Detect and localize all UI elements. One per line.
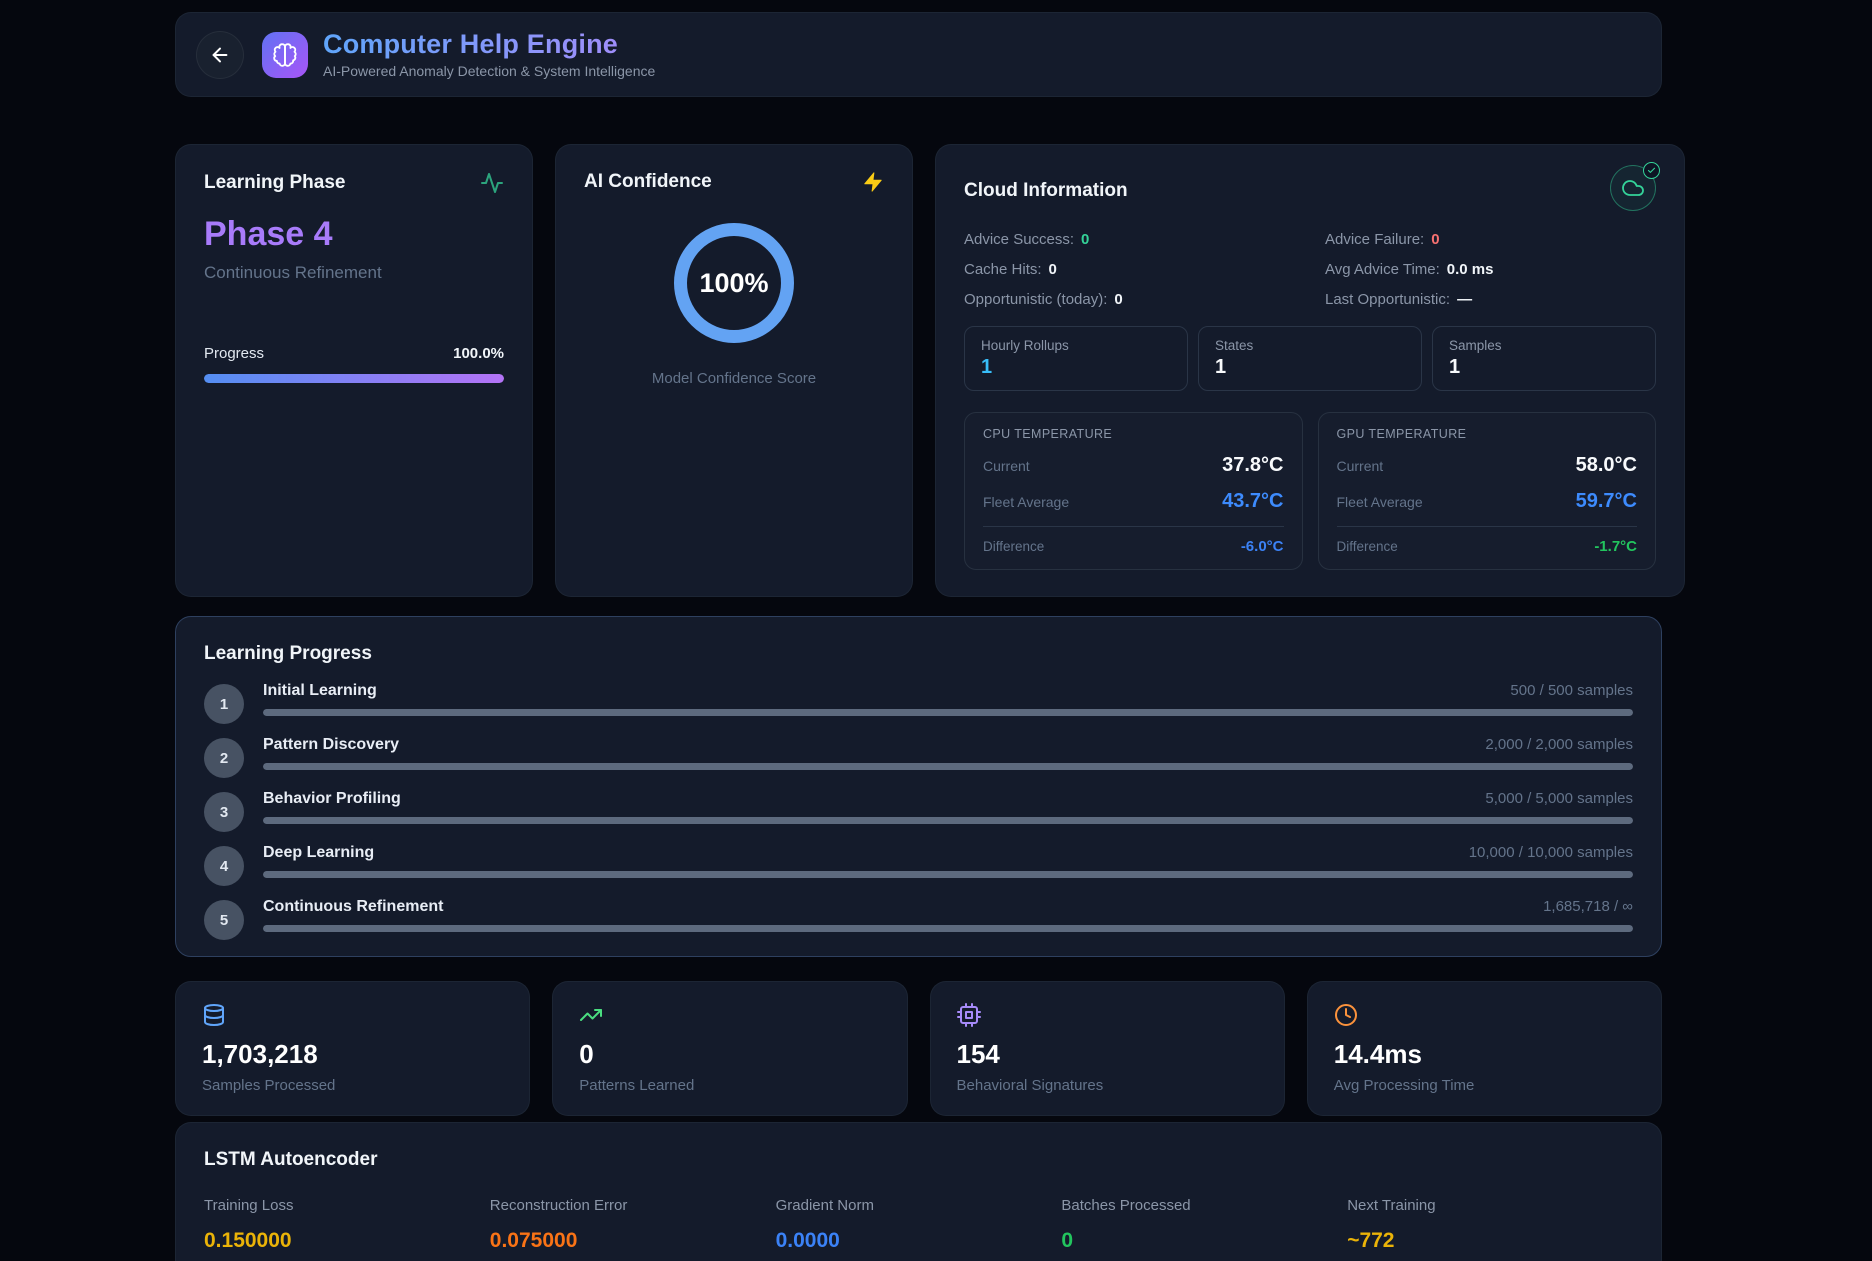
metric-reconstruction-error: Reconstruction Error 0.075000 Avg Error bbox=[489, 1197, 628, 1252]
gpu-temperature-panel: GPU TEMPERATURE Current 58.0°C Fleet Aver… bbox=[1317, 412, 1656, 570]
stat-avg-processing-time: 14.4ms Avg Processing Time bbox=[1306, 981, 1662, 1116]
temperature-panels: CPU TEMPERATURE Current 37.8°C Fleet Aver… bbox=[964, 412, 1656, 570]
database-icon bbox=[204, 1004, 224, 1026]
phase-row-2: 2 Pattern Discovery 2,000 / 2,000 sample… bbox=[204, 736, 1633, 778]
stat-opportunistic: Opportunistic (today): 0 bbox=[964, 291, 1123, 308]
activity-icon bbox=[481, 173, 503, 193]
phase-row-name: Deep Learning bbox=[263, 844, 375, 861]
learning-phase-title: Learning Phase bbox=[204, 172, 346, 193]
cpu-temp-difference: -6.0°C bbox=[1240, 538, 1284, 555]
phase-number: 5 bbox=[204, 900, 244, 940]
phase-name: Continuous Refinement bbox=[204, 263, 382, 282]
cloud-status-badge bbox=[1610, 162, 1660, 211]
metric-gradient-norm: Gradient Norm 0.0000 Backprop Health bbox=[775, 1197, 874, 1252]
stat-last-opportunistic: Last Opportunistic: — bbox=[1325, 291, 1473, 308]
phase-row-count: 10,000 / 10,000 samples bbox=[1468, 844, 1633, 861]
stat-value: 14.4ms bbox=[1333, 1039, 1422, 1069]
back-button[interactable] bbox=[196, 30, 244, 79]
phase-row-bar bbox=[263, 871, 1633, 878]
cpu-fleet-temp: 43.7°C bbox=[1222, 490, 1284, 512]
stat-value: 154 bbox=[956, 1039, 1000, 1069]
counter-states: States 1 bbox=[1198, 326, 1422, 391]
phase-row-count: 1,685,718 / ∞ bbox=[1543, 898, 1633, 915]
counter-hourly-rollups: Hourly Rollups 1 bbox=[964, 326, 1188, 391]
phase-row-name: Continuous Refinement bbox=[263, 898, 444, 915]
cpu-current-temp: 37.8°C bbox=[1222, 454, 1284, 476]
divider bbox=[1336, 526, 1637, 527]
stat-avg-advice-time: Avg Advice Time: 0.0 ms bbox=[1325, 261, 1494, 278]
confidence-caption: Model Confidence Score bbox=[651, 370, 817, 387]
phase-row-bar bbox=[263, 763, 1633, 770]
page-subtitle: AI-Powered Anomaly Detection & System In… bbox=[323, 63, 656, 80]
clock-icon bbox=[1334, 1004, 1357, 1026]
divider bbox=[983, 526, 1284, 527]
stat-value: 0 bbox=[579, 1039, 594, 1069]
phase-value: Phase 4 bbox=[204, 215, 333, 253]
header-card: Computer Help Engine AI-Powered Anomaly … bbox=[175, 12, 1662, 97]
stat-value: 1,703,218 bbox=[202, 1039, 318, 1069]
stat-label: Avg Processing Time bbox=[1333, 1077, 1475, 1094]
phase-progress-bar bbox=[204, 374, 504, 383]
phase-row-count: 2,000 / 2,000 samples bbox=[1485, 736, 1633, 753]
cloud-counters: Hourly Rollups 1 States 1 Samples 1 bbox=[964, 326, 1656, 391]
learning-progress-title: Learning Progress bbox=[204, 643, 372, 664]
phase-row-count: 500 / 500 samples bbox=[1510, 682, 1633, 699]
phase-progress-fill bbox=[204, 374, 504, 383]
gpu-fleet-temp: 59.7°C bbox=[1575, 490, 1637, 512]
check-icon bbox=[1647, 167, 1656, 173]
lstm-autoencoder-card: LSTM Autoencoder Training Loss 0.150000 … bbox=[175, 1122, 1662, 1261]
stat-patterns-learned: 0 Patterns Learned bbox=[552, 981, 908, 1116]
cloud-stats: Advice Success: 0 Advice Failure: 0 Cache … bbox=[964, 231, 1656, 308]
phase-row-bar bbox=[263, 817, 1633, 824]
lstm-title: LSTM Autoencoder bbox=[204, 1149, 378, 1170]
stat-advice-success: Advice Success: 0 bbox=[964, 231, 1090, 248]
brain-icon bbox=[262, 31, 308, 78]
progress-percent: 100.0% bbox=[453, 345, 504, 362]
stat-samples-processed: 1,703,218 Samples Processed bbox=[175, 981, 531, 1116]
phase-row-name: Behavior Profiling bbox=[263, 790, 401, 807]
ai-confidence-card: AI Confidence 100% Model Confidence Scor… bbox=[555, 144, 913, 597]
gpu-temp-difference: -1.7°C bbox=[1594, 538, 1637, 555]
phase-number: 1 bbox=[204, 684, 244, 724]
stat-label: Patterns Learned bbox=[579, 1077, 695, 1094]
arrow-left-icon bbox=[212, 47, 228, 62]
phase-row-4: 4 Deep Learning 10,000 / 10,000 samples bbox=[204, 844, 1633, 886]
learning-progress-card: Learning Progress 1 Initial Learning 500… bbox=[175, 616, 1662, 957]
stat-behavioral-signatures: 154 Behavioral Signatures bbox=[929, 981, 1285, 1116]
cpu-icon bbox=[956, 1003, 981, 1027]
phase-row-count: 5,000 / 5,000 samples bbox=[1485, 790, 1633, 807]
phase-number: 4 bbox=[204, 846, 244, 886]
confidence-ring: 100% bbox=[674, 223, 794, 343]
phase-row-5: 5 Continuous Refinement 1,685,718 / ∞ bbox=[204, 898, 1633, 940]
cpu-temperature-panel: CPU TEMPERATURE Current 37.8°C Fleet Aver… bbox=[964, 412, 1303, 570]
phase-row-name: Initial Learning bbox=[263, 682, 377, 699]
page-title: Computer Help Engine bbox=[323, 29, 655, 60]
stat-label: Samples Processed bbox=[202, 1077, 336, 1094]
phase-row-3: 3 Behavior Profiling 5,000 / 5,000 sampl… bbox=[204, 790, 1633, 832]
ai-confidence-title: AI Confidence bbox=[584, 171, 712, 192]
stat-label: Behavioral Signatures bbox=[956, 1077, 1104, 1094]
metric-next-training: Next Training ~772 Samples (approx) bbox=[1347, 1197, 1436, 1252]
cloud-icon bbox=[1622, 180, 1644, 196]
cloud-info-title: Cloud Information bbox=[964, 180, 1128, 201]
cloud-info-card: Cloud Information Advice Success: 0 Advic… bbox=[935, 144, 1685, 597]
stat-cache-hits: Cache Hits: 0 bbox=[964, 261, 1057, 278]
metric-batches-processed: Batches Processed 0 Total Batches bbox=[1061, 1197, 1191, 1252]
metric-training-loss: Training Loss 0.150000 MSE Loss bbox=[204, 1197, 294, 1252]
counter-samples: Samples 1 bbox=[1432, 326, 1656, 391]
lightning-icon bbox=[864, 172, 882, 192]
stat-advice-failure: Advice Failure: 0 bbox=[1325, 231, 1440, 248]
gpu-current-temp: 58.0°C bbox=[1575, 454, 1637, 476]
phase-number: 2 bbox=[204, 738, 244, 778]
phase-row-bar bbox=[263, 925, 1633, 932]
learning-phase-card: Learning Phase Phase 4 Continuous Refine… bbox=[175, 144, 533, 597]
phase-number: 3 bbox=[204, 792, 244, 832]
trending-up-icon bbox=[580, 1009, 603, 1021]
phase-row-1: 1 Initial Learning 500 / 500 samples bbox=[204, 682, 1633, 724]
confidence-value: 100% bbox=[699, 267, 769, 298]
progress-label: Progress bbox=[204, 345, 265, 362]
phase-row-bar bbox=[263, 709, 1633, 716]
phase-row-name: Pattern Discovery bbox=[263, 736, 400, 753]
